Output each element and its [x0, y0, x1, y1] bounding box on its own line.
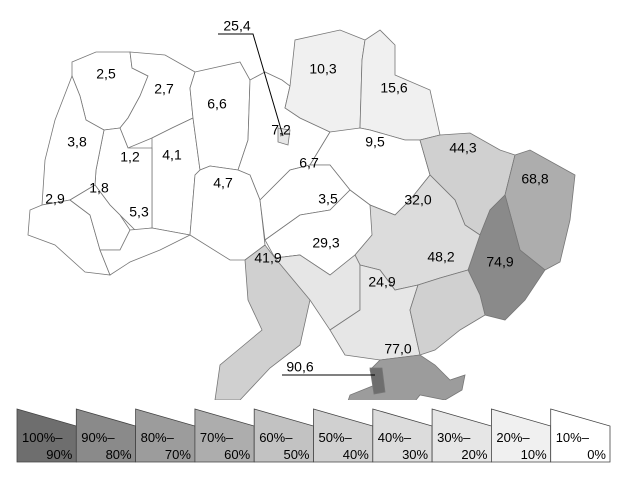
legend-swatch: [550, 408, 611, 463]
region-value-label: 3,5: [318, 191, 338, 207]
region-value-label: 5,3: [129, 204, 149, 220]
legend-item: 70%– 60%: [194, 408, 255, 463]
legend-bottom-label: 50%: [283, 447, 309, 462]
region-value-label: 2,7: [154, 81, 174, 97]
legend-top-label: 90%–: [81, 430, 115, 445]
choropleth-map: 2,52,74,16,67,210,315,69,5 44,368,874,91,…: [27, 18, 576, 400]
region-value-label: 32,0: [404, 192, 431, 208]
region-value-label: 2,9: [45, 191, 65, 207]
legend-bottom-label: 20%: [461, 447, 487, 462]
legend-item: 20%– 10%: [490, 408, 552, 463]
region-24: [347, 354, 466, 400]
region-value-label: 74,9: [486, 254, 513, 270]
region-value-label: 6,6: [207, 96, 227, 112]
legend-bottom-label: 0%: [587, 447, 606, 462]
legend-bottom-label: 90%: [46, 447, 72, 462]
region-value-label: 4,1: [162, 147, 182, 163]
legend-bottom-label: 60%: [224, 447, 250, 462]
legend-bottom-label: 80%: [106, 447, 132, 462]
region-value-label: 15,6: [380, 80, 407, 96]
region-value-label: 68,8: [521, 171, 548, 187]
legend-top-label: 10%–: [556, 430, 590, 445]
region-26: [277, 127, 291, 146]
leader-line: [218, 33, 284, 137]
region-value-label: 1,2: [120, 149, 140, 165]
legend-top-label: 50%–: [319, 430, 353, 445]
region-value-label: 4,7: [213, 175, 233, 191]
legend-item: 10%– 0%: [550, 408, 611, 463]
legend-bottom-label: 40%: [343, 447, 369, 462]
legend-top-label: 80%–: [141, 430, 175, 445]
region-value-label: 9,5: [365, 134, 385, 150]
region-value-label: 6,7: [299, 155, 319, 171]
region-value-label: 90,6: [286, 359, 313, 375]
region-value-label: 2,5: [96, 66, 116, 82]
region-value-label: 48,2: [427, 249, 454, 265]
region-value-label: 24,9: [368, 274, 395, 290]
region-23: [409, 269, 486, 356]
legend-top-label: 20%–: [496, 430, 530, 445]
region-3: [189, 61, 251, 171]
region-value-label: 77,0: [384, 341, 411, 357]
legend-bottom-label: 70%: [165, 447, 191, 462]
region-value-label: 3,8: [67, 134, 87, 150]
legend-top-label: 70%–: [200, 430, 234, 445]
legend: 100%– 90% 90%– 80% 80%– 70% 70%– 60% 60%– 50% 50%–…: [16, 408, 611, 463]
legend-top-label: 100%–: [22, 430, 63, 445]
region-value-label: 10,3: [309, 61, 336, 77]
region-value-label: 29,3: [312, 235, 339, 251]
region-value-label: 25,4: [223, 18, 250, 34]
region-value-label: 1,8: [89, 180, 109, 196]
legend-item: 100%– 90%: [16, 408, 77, 463]
region-value-label: 44,3: [449, 140, 476, 156]
legend-top-label: 40%–: [378, 430, 412, 445]
legend-top-label: 60%–: [259, 430, 293, 445]
legend-item: 80%– 70%: [135, 408, 196, 463]
legend-bottom-label: 30%: [402, 447, 428, 462]
legend-top-label: 30%–: [437, 430, 471, 445]
legend-item: 40%– 30%: [372, 408, 433, 463]
legend-item: 90%– 80%: [75, 408, 137, 463]
legend-item: 30%– 20%: [431, 408, 492, 463]
region-value-label: 41,9: [254, 250, 281, 266]
legend-item: 60%– 50%: [253, 408, 314, 463]
legend-bottom-label: 10%: [521, 447, 547, 462]
legend-item: 50%– 40%: [313, 408, 374, 463]
